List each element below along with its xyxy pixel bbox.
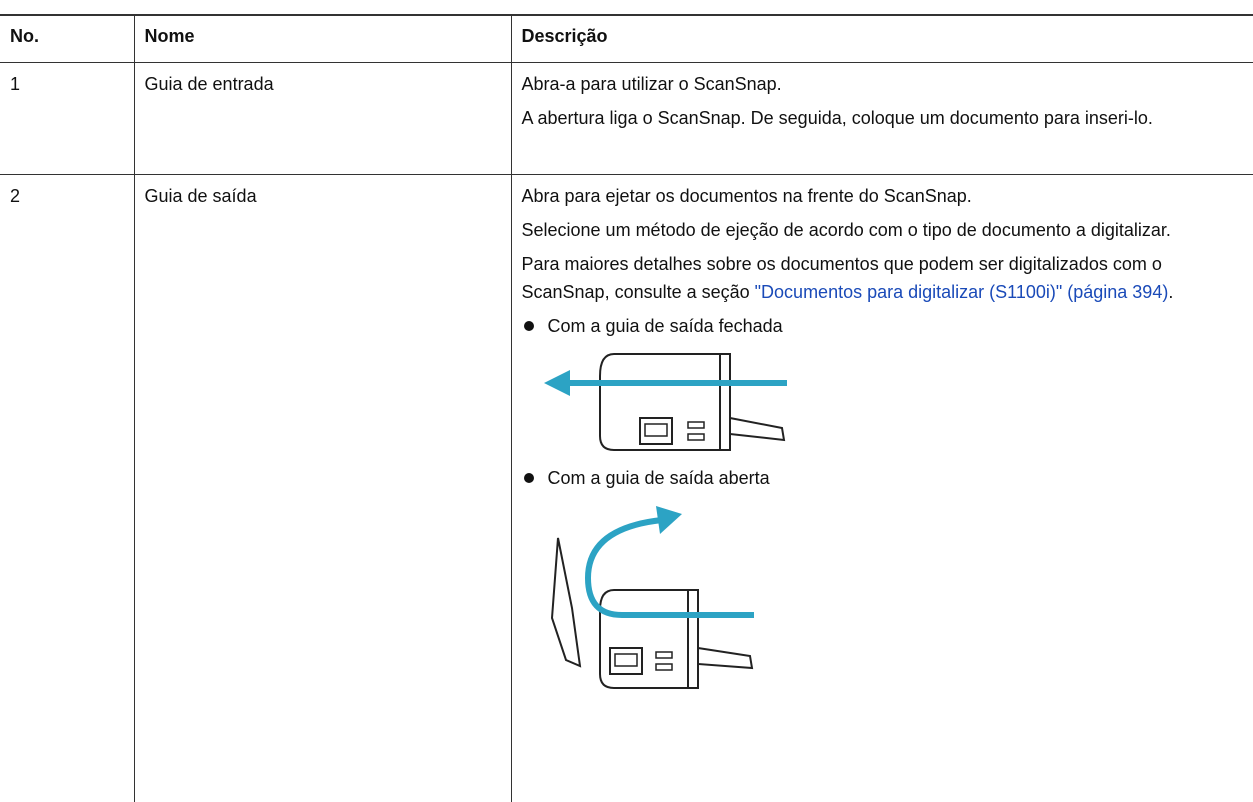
name-cell: Guia de entrada xyxy=(134,63,511,175)
illustration-open xyxy=(522,498,822,698)
number-cell: 2 xyxy=(0,175,134,802)
header-cell: No. xyxy=(0,15,134,63)
paragraph: Selecione um método de ejeção de acordo … xyxy=(522,216,1244,244)
bullet-item: Com a guia de saída aberta xyxy=(522,464,1244,492)
table-row: 1 Guia de entrada Abra-a para utilizar o… xyxy=(0,63,1253,175)
bullet-item: Com a guia de saída fechada xyxy=(522,312,1244,340)
text: . xyxy=(1168,282,1173,302)
description-cell: Abra-a para utilizar o ScanSnap. A abert… xyxy=(511,63,1253,175)
header-cell: Descrição xyxy=(511,15,1253,63)
parts-table: No. Nome Descrição 1 Guia de entrada Abr… xyxy=(0,14,1253,802)
paragraph: Abra-a para utilizar o ScanSnap. xyxy=(522,70,1244,98)
description-cell: Abra para ejetar os documentos na frente… xyxy=(511,175,1253,802)
paragraph: Para maiores detalhes sobre os documento… xyxy=(522,250,1244,306)
paragraph: A abertura liga o ScanSnap. De seguida, … xyxy=(522,104,1244,132)
page: No. Nome Descrição 1 Guia de entrada Abr… xyxy=(0,0,1253,774)
paragraph: Abra para ejetar os documentos na frente… xyxy=(522,182,1244,210)
table-row: 2 Guia de saída Abra para ejetar os docu… xyxy=(0,175,1253,802)
name-cell: Guia de saída xyxy=(134,175,511,802)
link[interactable]: "Documentos para digitalizar (S1100i)" (… xyxy=(755,282,1169,302)
header-cell: Nome xyxy=(134,15,511,63)
number-cell: 1 xyxy=(0,63,134,175)
header-row: No. Nome Descrição xyxy=(0,15,1253,63)
illustration-closed xyxy=(522,346,822,464)
